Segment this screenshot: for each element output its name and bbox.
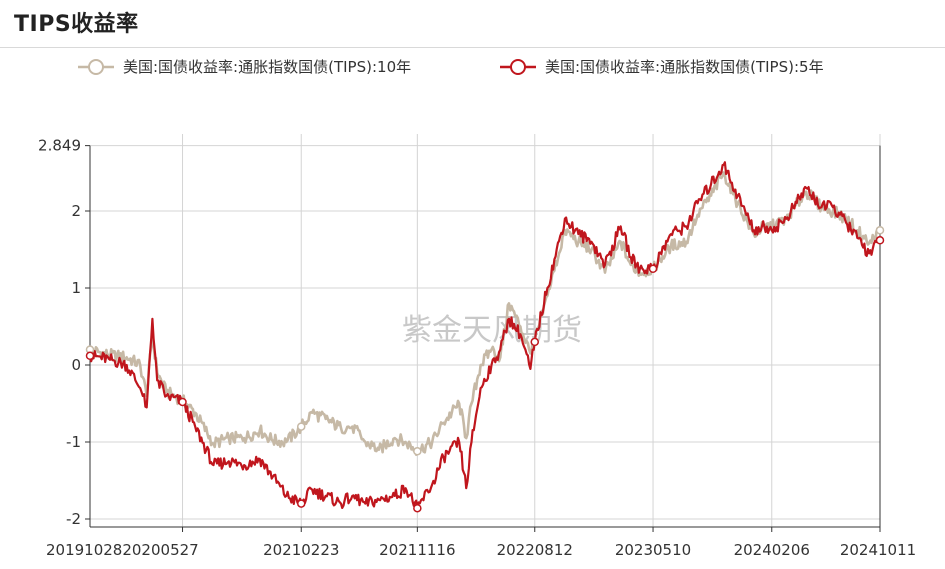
y-tick-label-1: 2 bbox=[71, 202, 81, 220]
x-tick-label-0: 2019102820200527 bbox=[46, 541, 199, 559]
x-axis-ticks: 2019102820200527 20210223 20211116 20220812… bbox=[46, 527, 916, 559]
series-marker-10y-2 bbox=[413, 446, 422, 456]
page-title: TIPS收益率 bbox=[14, 12, 139, 37]
y-tick-label-2: 1 bbox=[71, 279, 81, 297]
chart-legend: 美国:国债收益率:通胀指数国债(TIPS):10年 美国:国债收益率:通胀指数国债… bbox=[78, 58, 824, 76]
series-marker-5y-6 bbox=[875, 236, 885, 245]
x-tick-label-5: 20240206 bbox=[734, 541, 810, 559]
x-tick-label-4: 20230510 bbox=[615, 541, 691, 559]
x-tick-label-2: 20211116 bbox=[379, 541, 455, 559]
series-marker-5y-3 bbox=[413, 503, 422, 513]
y-axis-ticks: 2.849 2 1 0 -1 -2 bbox=[38, 137, 90, 528]
legend-marker-1 bbox=[510, 59, 526, 75]
x-tick-label-3: 20220812 bbox=[497, 541, 573, 559]
series-marker-5y-5 bbox=[648, 264, 658, 273]
x-tick-label-1: 20210223 bbox=[263, 541, 339, 559]
chart-axes bbox=[89, 145, 881, 528]
series-line-5y bbox=[88, 161, 881, 510]
x-tick-label-6: 20241011 bbox=[840, 541, 916, 559]
legend-marker-0 bbox=[88, 59, 104, 75]
y-tick-label-5: -2 bbox=[66, 510, 81, 528]
y-tick-label-4: -1 bbox=[66, 433, 81, 451]
series-marker-5y-4 bbox=[530, 337, 540, 347]
title-divider bbox=[0, 47, 945, 48]
series-marker-5y-0 bbox=[85, 351, 95, 361]
series-marker-5y-1 bbox=[178, 397, 187, 407]
y-tick-label-3: 0 bbox=[71, 356, 81, 374]
series-marker-10y-4 bbox=[875, 226, 885, 235]
series-line-10y bbox=[88, 171, 881, 456]
y-tick-label-0: 2.849 bbox=[38, 137, 81, 155]
series-marker-10y-1 bbox=[296, 422, 306, 431]
series-marker-5y-2 bbox=[296, 499, 306, 508]
chart-plot-area bbox=[85, 161, 885, 513]
watermark: 紫金天风期货 bbox=[402, 313, 582, 348]
legend-label-1: 美国:国债收益率:通胀指数国债(TIPS):5年 bbox=[545, 58, 824, 76]
legend-label-0: 美国:国债收益率:通胀指数国债(TIPS):10年 bbox=[123, 58, 411, 76]
